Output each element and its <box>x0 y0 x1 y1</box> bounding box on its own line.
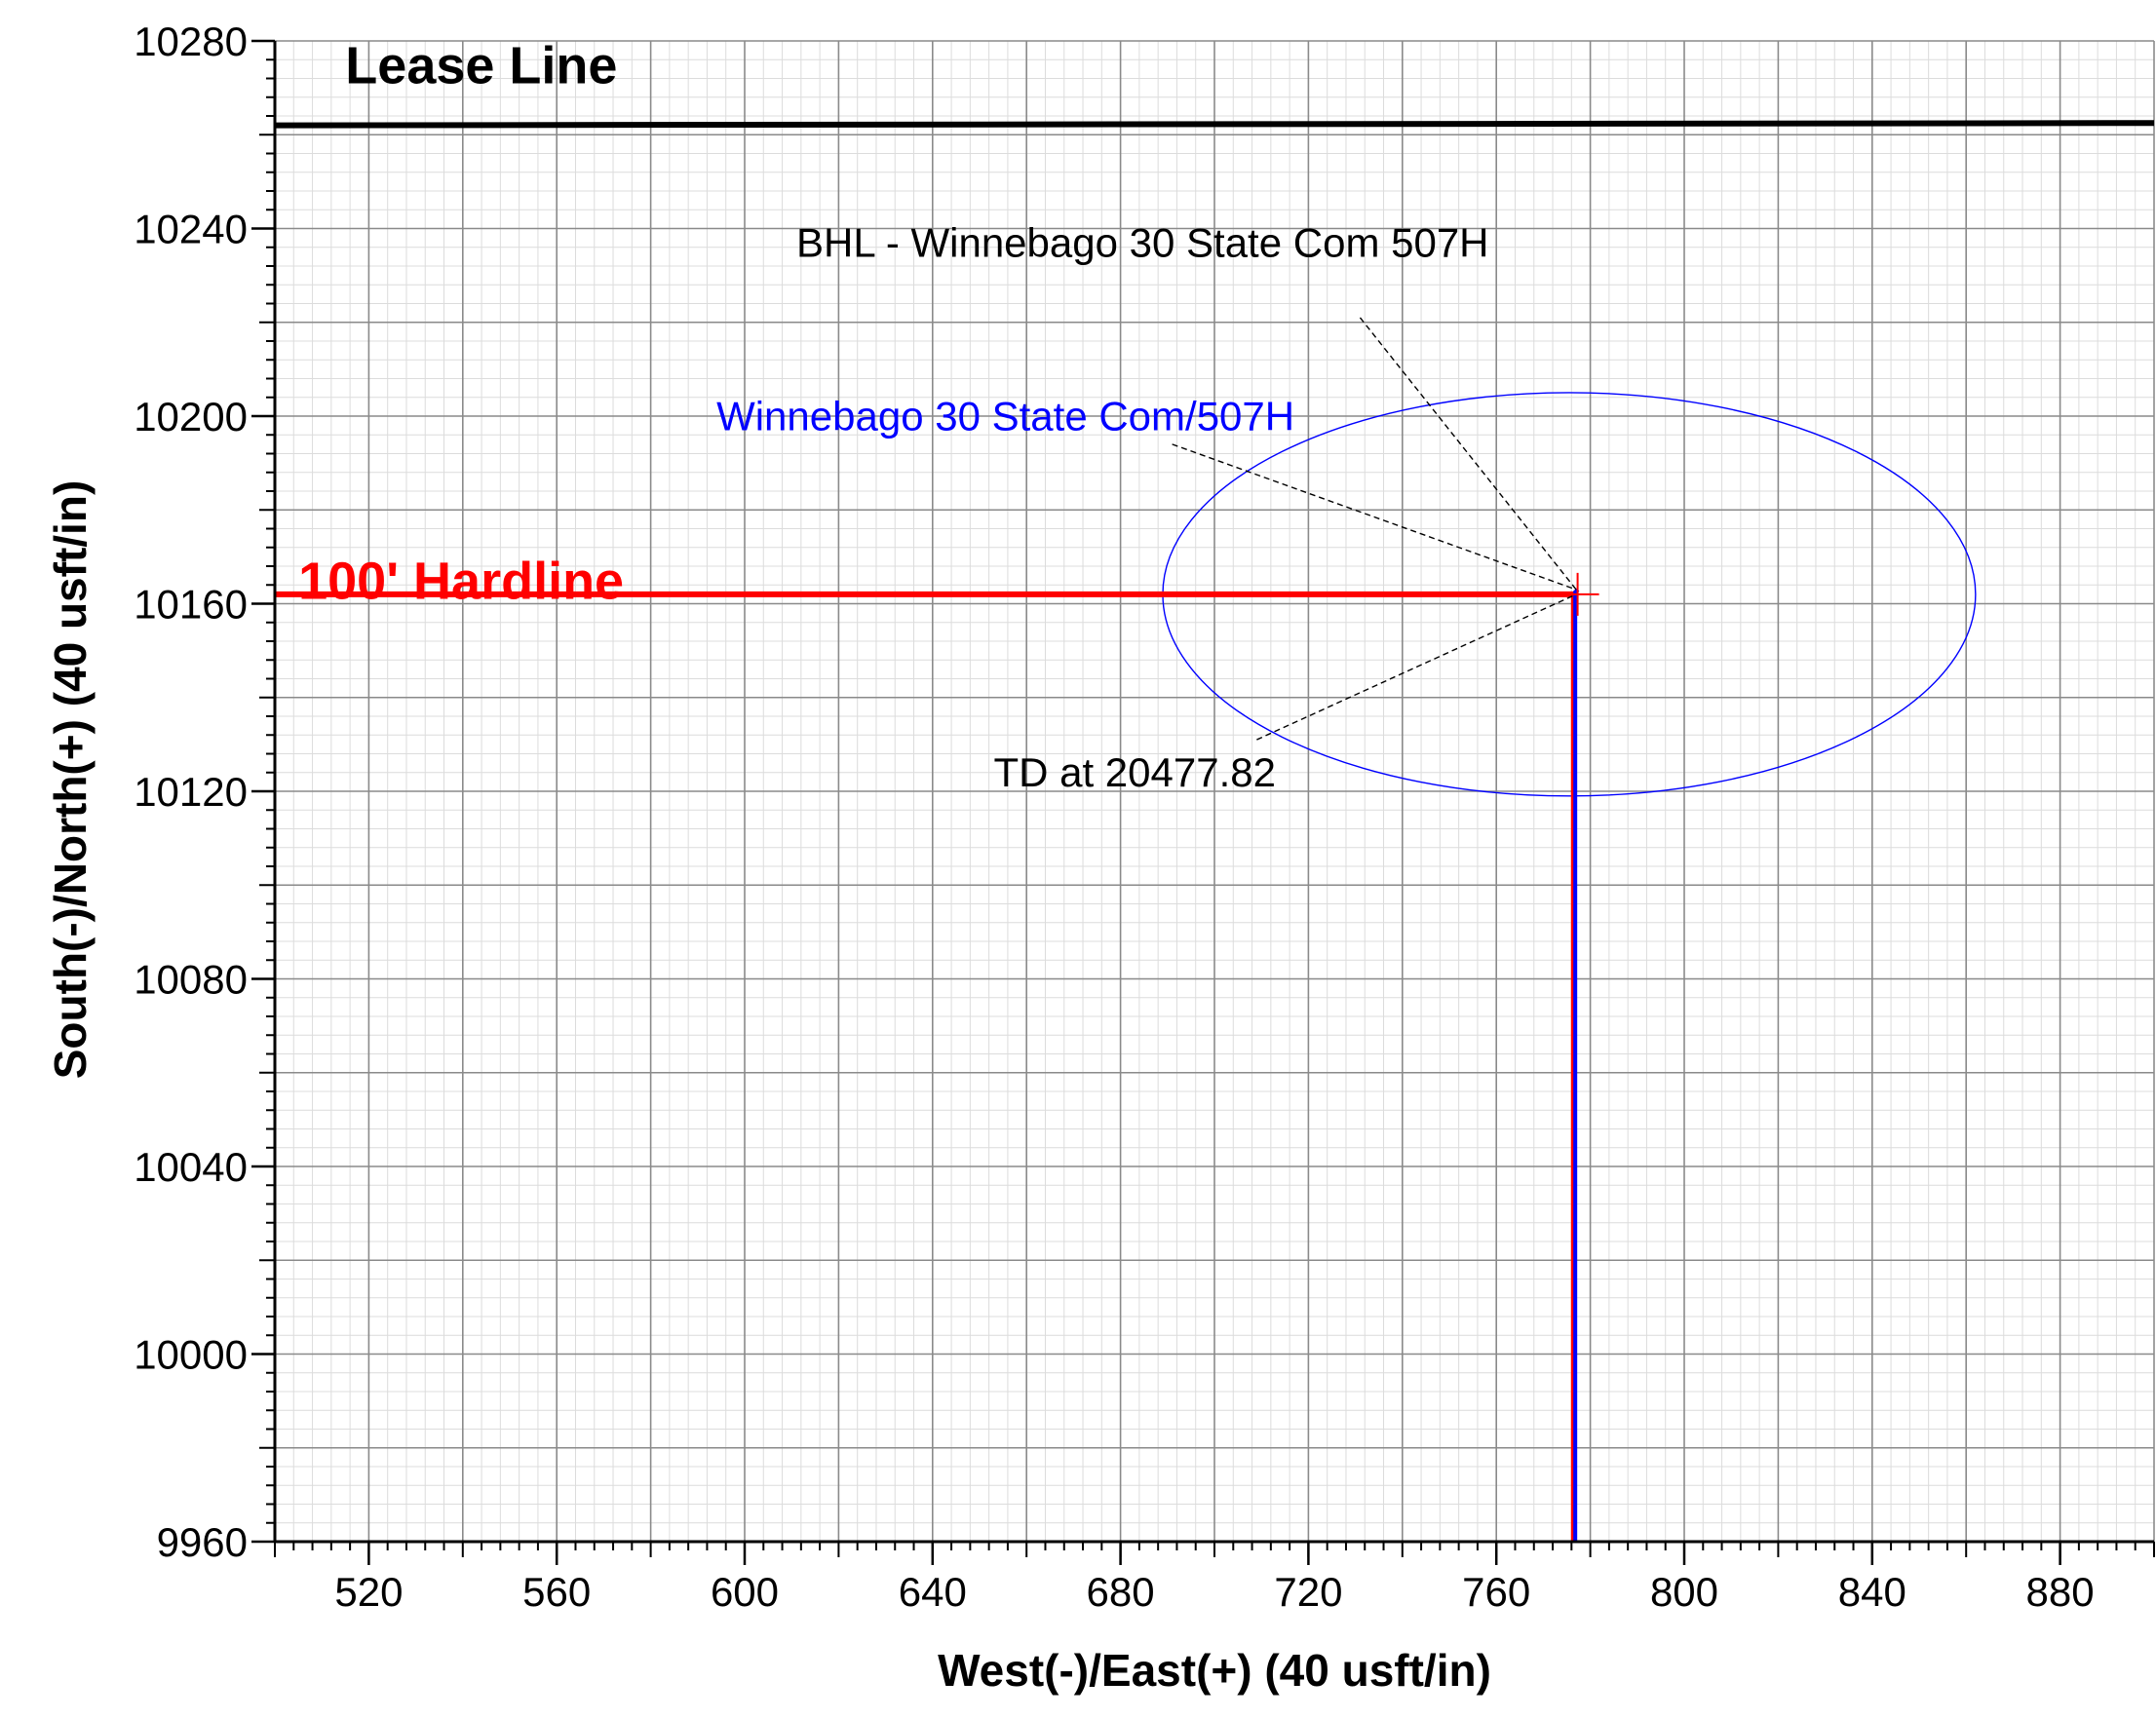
lease-line-label: Lease Line <box>345 36 617 95</box>
x-tick-label: 720 <box>1274 1569 1342 1615</box>
x-tick-label: 840 <box>1838 1569 1906 1615</box>
y-tick-label: 10040 <box>134 1144 248 1190</box>
wellpath-annotation-text: Winnebago 30 State Com/507H <box>716 393 1294 439</box>
td-annotation-text: TD at 20477.82 <box>993 749 1276 795</box>
x-tick-label: 600 <box>711 1569 779 1615</box>
y-tick-label: 10280 <box>134 19 248 64</box>
x-tick-label: 560 <box>522 1569 591 1615</box>
annotations: Lease Line 100' Hardline BHL - Winnebago 3… <box>298 36 1577 795</box>
x-tick-label: 520 <box>334 1569 403 1615</box>
y-axis-title: South(-)/North(+) (40 usft/in) <box>45 480 96 1080</box>
y-tick-label: 10000 <box>134 1332 248 1378</box>
bhl-annotation-text: BHL - Winnebago 30 State Com 507H <box>796 219 1489 265</box>
y-tick-label: 9960 <box>157 1519 248 1565</box>
x-axis-title: West(-)/East(+) (40 usft/in) <box>938 1645 1491 1696</box>
plot-lines <box>274 120 2155 1542</box>
y-tick-label: 10120 <box>134 769 248 815</box>
lease-line <box>274 120 2155 129</box>
x-tick-label: 680 <box>1087 1569 1155 1615</box>
x-tick-label: 640 <box>899 1569 967 1615</box>
x-tick-label: 880 <box>2026 1569 2095 1615</box>
wellpath-annotation-leader <box>1172 443 1577 591</box>
x-tick-label: 800 <box>1650 1569 1718 1615</box>
hardline-label: 100' Hardline <box>298 553 624 611</box>
td-annotation-leader <box>1256 593 1577 741</box>
y-tick-label: 10240 <box>134 207 248 252</box>
x-tick-label: 760 <box>1462 1569 1530 1615</box>
wellpath-line <box>1573 588 1580 1542</box>
y-tick-label: 10200 <box>134 394 248 439</box>
y-tick-label: 10160 <box>134 582 248 628</box>
axes: 520 560 600 640 680 720 760 800 840 880 9960 10000 1… <box>134 19 2155 1615</box>
y-tick-label: 10080 <box>134 957 248 1003</box>
